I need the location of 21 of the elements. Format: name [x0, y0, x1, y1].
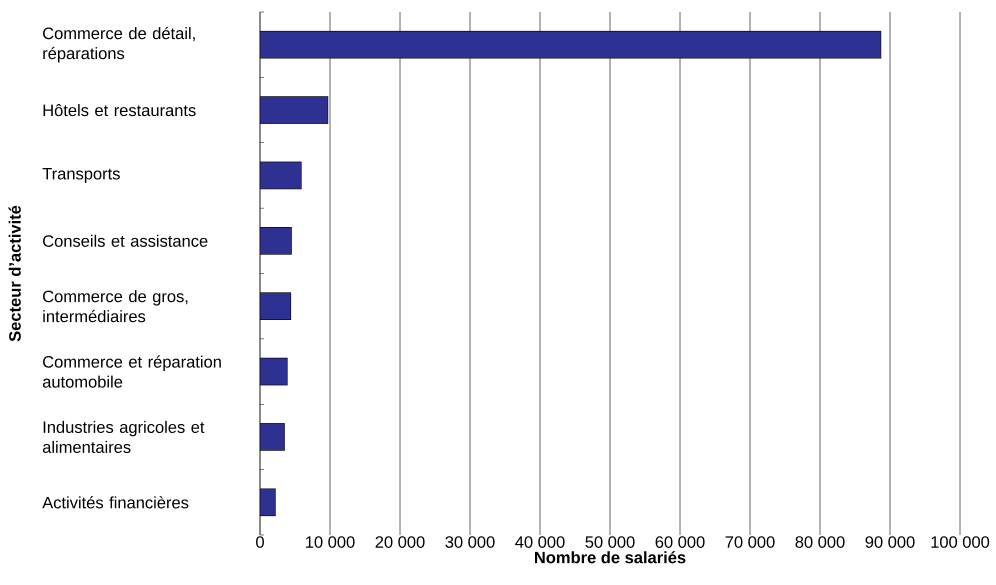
y-tick-label: Activités financières [42, 496, 188, 508]
y-tick-label: Commerce de gros, intermédiaires [43, 290, 188, 322]
y-tick-label: Industries agricoles et alimentaires [42, 420, 204, 453]
y-tick-label: Transports [42, 168, 120, 183]
x-tick-label: 40 000 [515, 536, 565, 548]
y-tick-label: Conseils et assistance [43, 234, 208, 247]
y-tick-label: Commerce de détail, réparations [43, 26, 195, 62]
y-tick-label: Commerce et réparation automobile [42, 355, 221, 388]
y-axis-title: Secteur d’activité [8, 206, 21, 342]
x-tick-label: 80 000 [795, 536, 845, 548]
x-tick-label: 30 000 [445, 536, 495, 548]
x-tick-label: 20 000 [376, 536, 425, 548]
x-tick-label: 100 000 [931, 536, 990, 548]
x-tick-label: 50 000 [585, 536, 635, 548]
x-tick-label: 10 000 [306, 536, 355, 548]
x-tick-label: 70 000 [726, 536, 775, 548]
x-axis-title: Nombre de salariés [535, 551, 686, 564]
y-tick-label: Hôtels et restaurants [44, 104, 196, 116]
x-tick-label: 60 000 [656, 536, 705, 548]
x-tick-label: 90 000 [866, 536, 915, 548]
x-tick-label: 0 [256, 536, 264, 548]
